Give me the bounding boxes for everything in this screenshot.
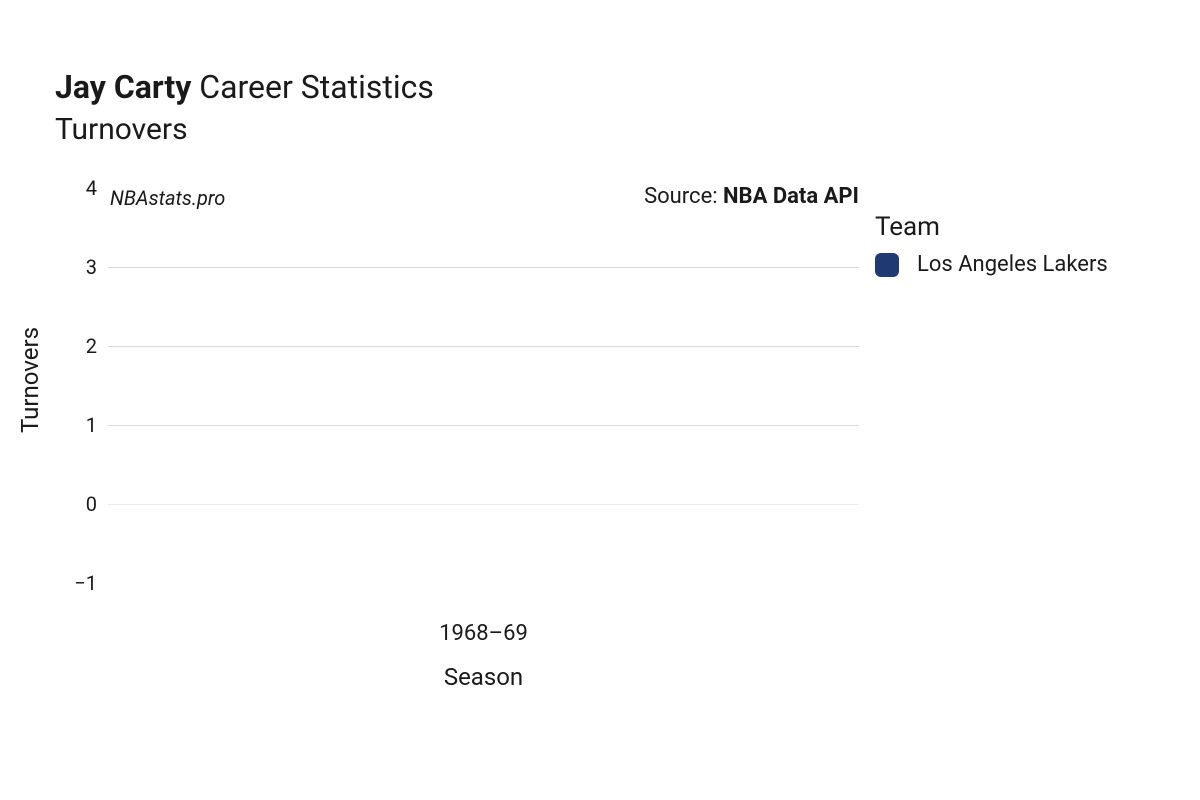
- chart-container: Jay Carty Career Statistics Turnovers Tu…: [0, 0, 1200, 800]
- gridline: [108, 583, 859, 584]
- legend-title: Team: [875, 212, 1108, 242]
- x-axis-label: Season: [444, 663, 523, 691]
- y-tick-label: 1: [86, 413, 97, 437]
- gridline: [108, 188, 859, 189]
- chart-subtitle: Turnovers: [55, 112, 434, 147]
- y-axis-label: Turnovers: [16, 327, 44, 433]
- legend: Team Los Angeles Lakers: [875, 212, 1108, 277]
- watermark: NBAstats.pro: [110, 186, 225, 210]
- gridline: [108, 504, 859, 505]
- gridline: [108, 425, 859, 426]
- y-tick-label: 2: [86, 334, 97, 358]
- chart-title-block: Jay Carty Career Statistics Turnovers: [55, 68, 434, 147]
- title-suffix: Career Statistics: [191, 68, 434, 106]
- legend-item: Los Angeles Lakers: [875, 252, 1108, 277]
- x-tick-label: 1968–69: [439, 621, 528, 646]
- y-tick-label: 0: [86, 492, 97, 516]
- player-name: Jay Carty: [55, 68, 191, 106]
- legend-swatch: [875, 253, 899, 277]
- gridline: [108, 267, 859, 268]
- legend-label: Los Angeles Lakers: [917, 252, 1108, 277]
- chart-title: Jay Carty Career Statistics: [55, 68, 434, 106]
- gridline: [108, 346, 859, 347]
- y-tick-label: 3: [86, 255, 97, 279]
- plot-area: NBAstats.pro Source: NBA Data API −10123…: [108, 188, 859, 583]
- y-tick-label: −1: [74, 571, 97, 595]
- y-tick-label: 4: [86, 176, 97, 200]
